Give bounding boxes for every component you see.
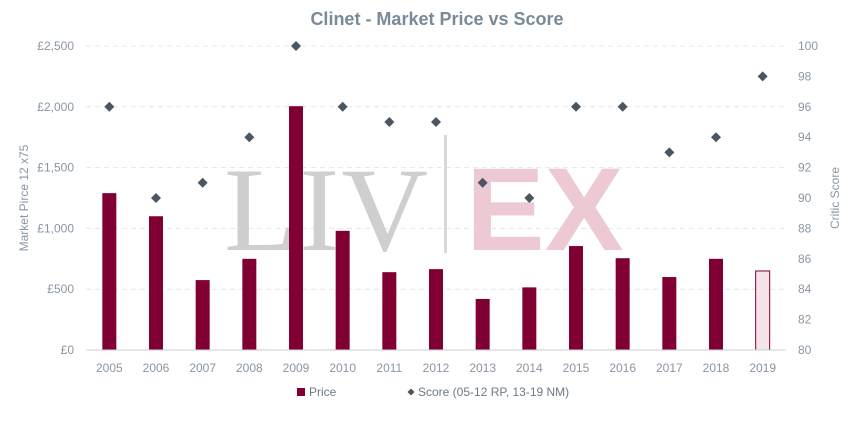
score-point-2013[interactable] — [477, 177, 488, 188]
x-tick-label: 2009 — [283, 361, 310, 375]
bar-2007[interactable] — [195, 280, 210, 350]
bar-2013[interactable] — [475, 298, 490, 350]
right-tick-label: 94 — [798, 130, 812, 144]
watermark-ex: EX — [466, 144, 623, 276]
left-axis-title: Market Pirce 12 x75 — [17, 144, 31, 251]
bar-2015[interactable] — [569, 246, 583, 350]
x-tick-label: 2017 — [656, 361, 683, 375]
score-point-2018[interactable] — [711, 132, 721, 143]
x-tick-label: 2014 — [516, 361, 543, 375]
legend-swatch-score — [407, 388, 415, 396]
left-tick-labels: £0 £500 £1,000 £1,500 £2,000 £2,500 — [37, 39, 74, 357]
bar-2019[interactable] — [755, 270, 771, 351]
score-point-2011[interactable] — [384, 117, 395, 127]
right-tick-labels: 80 82 84 86 88 90 92 94 96 98 100 — [798, 39, 818, 357]
left-tick-label: £500 — [47, 282, 74, 296]
watermark-divider — [444, 135, 447, 253]
x-tick-label: 2015 — [563, 361, 590, 375]
bar-2008[interactable] — [242, 258, 257, 350]
gridlines — [86, 45, 786, 290]
score-point-2008[interactable] — [244, 132, 255, 143]
x-tick-label: 2007 — [189, 361, 216, 375]
left-tick-label: £2,500 — [37, 39, 74, 53]
bar-2012[interactable] — [429, 269, 443, 350]
bar-2009[interactable] — [289, 106, 303, 350]
right-tick-label: 98 — [798, 69, 812, 83]
bar-2018[interactable] — [709, 258, 723, 350]
right-axis-title: Critic Score — [828, 167, 842, 229]
score-point-2014[interactable] — [524, 193, 535, 203]
score-points — [104, 41, 768, 203]
bar-2010[interactable] — [335, 230, 350, 350]
score-point-2005[interactable] — [104, 101, 115, 112]
left-tick-label: £0 — [61, 343, 75, 357]
watermark-liv: LIV — [224, 143, 430, 276]
price-bars — [102, 106, 771, 351]
right-tick-label: 86 — [798, 252, 812, 266]
legend-item-price[interactable]: Price — [297, 385, 337, 399]
x-tick-label: 2013 — [469, 361, 496, 375]
x-tick-labels: 2005 2006 2007 2008 2009 2010 2011 2012 2013 2014… — [96, 361, 776, 375]
score-point-2010[interactable] — [337, 101, 348, 112]
right-tick-label: 82 — [798, 313, 812, 327]
legend-swatch-price — [297, 388, 305, 396]
right-tick-label: 84 — [798, 282, 812, 296]
bar-2006[interactable] — [149, 216, 163, 350]
x-tick-label: 2018 — [703, 361, 730, 375]
bar-2014[interactable] — [522, 287, 537, 350]
x-tick-label: 2010 — [329, 361, 356, 375]
right-tick-label: 92 — [798, 161, 812, 175]
legend: Price Score (05-12 RP, 13-19 NM) — [297, 385, 569, 399]
right-tick-label: 96 — [798, 100, 812, 114]
x-tick-label: 2012 — [423, 361, 450, 375]
x-tick-label: 2011 — [376, 361, 402, 375]
watermark-logo: LIV EX — [224, 135, 623, 276]
legend-label-price: Price — [309, 385, 337, 399]
score-point-2006[interactable] — [151, 193, 161, 203]
legend-item-score[interactable]: Score (05-12 RP, 13-19 NM) — [407, 385, 569, 399]
left-tick-label: £1,000 — [37, 221, 74, 235]
x-tick-label: 2006 — [143, 361, 170, 375]
right-tick-label: 100 — [798, 39, 818, 53]
left-tick-label: £1,500 — [37, 161, 74, 175]
score-point-2009[interactable] — [291, 41, 301, 51]
left-tick-label: £2,000 — [37, 100, 74, 114]
score-point-2016[interactable] — [617, 101, 628, 112]
score-point-2019[interactable] — [757, 71, 768, 82]
score-point-2012[interactable] — [431, 117, 441, 127]
bar-2017[interactable] — [662, 277, 677, 350]
score-point-2015[interactable] — [571, 101, 581, 112]
x-tick-label: 2016 — [609, 361, 636, 375]
legend-label-score: Score (05-12 RP, 13-19 NM) — [418, 385, 569, 399]
score-point-2007[interactable] — [197, 177, 208, 188]
chart-title: Clinet - Market Price vs Score — [310, 9, 563, 29]
right-tick-label: 90 — [798, 191, 812, 205]
right-tick-label: 88 — [798, 221, 812, 235]
right-tick-label: 80 — [798, 343, 812, 357]
x-tick-label: 2008 — [236, 361, 263, 375]
score-point-2017[interactable] — [664, 147, 675, 158]
bar-2011[interactable] — [382, 272, 397, 350]
x-tick-label: 2019 — [749, 361, 776, 375]
bar-2005[interactable] — [102, 193, 117, 350]
bar-2016[interactable] — [615, 258, 630, 350]
x-tick-label: 2005 — [96, 361, 123, 375]
